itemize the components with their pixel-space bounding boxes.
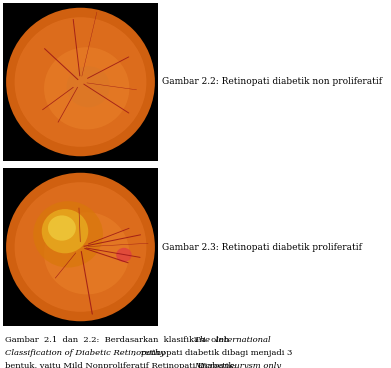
Text: Classification of Diabetic Retinopathy: Classification of Diabetic Retinopathy — [5, 349, 165, 357]
Ellipse shape — [33, 201, 103, 268]
Ellipse shape — [48, 215, 76, 241]
Text: Microaneurysm only: Microaneurysm only — [194, 362, 282, 368]
Ellipse shape — [14, 17, 146, 147]
Ellipse shape — [6, 173, 155, 321]
Ellipse shape — [116, 248, 132, 262]
Text: ,  retinopati diabetik dibagi menjadi 3: , retinopati diabetik dibagi menjadi 3 — [133, 349, 293, 357]
Text: The  International: The International — [194, 336, 271, 344]
Ellipse shape — [44, 47, 129, 130]
Text: ,: , — [255, 362, 258, 368]
Ellipse shape — [42, 209, 88, 253]
Ellipse shape — [66, 66, 110, 107]
Text: Gambar  2.1  dan  2.2:  Berdasarkan  klasifikasi  oleh: Gambar 2.1 dan 2.2: Berdasarkan klasifik… — [5, 336, 234, 344]
Ellipse shape — [14, 182, 146, 312]
Text: Gambar 2.2: Retinopati diabetik non proliferatif: Gambar 2.2: Retinopati diabetik non prol… — [162, 78, 382, 86]
Ellipse shape — [6, 8, 155, 156]
Text: bentuk, yaitu Mild Nonproliferatif Retinopati Diabetik:: bentuk, yaitu Mild Nonproliferatif Retin… — [5, 362, 239, 368]
Ellipse shape — [44, 212, 129, 294]
Text: Gambar 2.3: Retinopati diabetik proliferatif: Gambar 2.3: Retinopati diabetik prolifer… — [162, 243, 362, 251]
